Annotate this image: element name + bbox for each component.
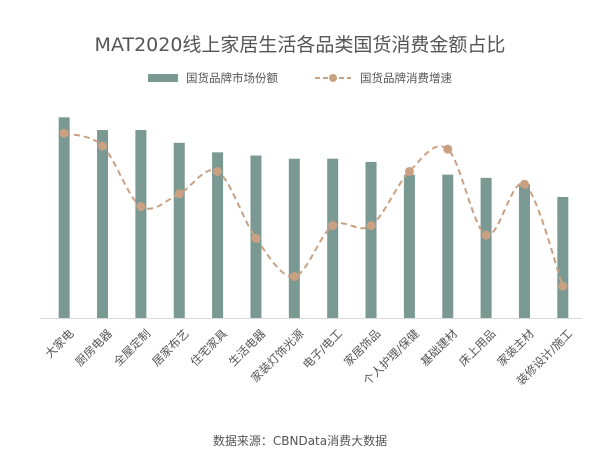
category-label-0: 大家电 [42,326,77,361]
growth-point-5 [251,233,261,243]
bar-9 [403,174,415,318]
category-label-3: 居家布艺 [149,326,191,368]
bar-12 [518,184,530,318]
chart-legend: 国货品牌市场份额 国货品牌消费增速 [0,70,600,86]
growth-point-2 [136,202,146,211]
source-note: 数据来源：CBNData消费大数据 [212,434,388,448]
category-label-4: 住宅家具 [188,326,231,369]
bar-13 [557,196,569,318]
bar-3 [173,142,185,318]
legend-item-line: 国货品牌消费增速 [314,70,452,86]
growth-point-13 [558,281,568,291]
bar-8 [365,161,377,318]
legend-item-bar: 国货品牌市场份额 [148,70,278,86]
category-label-11: 床上用品 [456,326,498,368]
bar-4 [212,152,224,318]
growth-point-7 [328,221,338,231]
bar-7 [327,158,339,318]
growth-point-1 [98,141,108,151]
bar-6 [288,158,300,318]
legend-bar-label: 国货品牌市场份额 [186,71,278,85]
category-label-7: 电子/电工 [300,326,345,371]
growth-point-12 [519,179,529,189]
category-label-10: 基础建材 [418,326,461,369]
legend-line-label: 国货品牌消费增速 [360,71,452,85]
growth-point-0 [59,128,69,138]
growth-point-8 [366,221,376,231]
growth-point-6 [289,272,299,282]
growth-point-11 [481,230,491,240]
bar-10 [442,174,454,318]
bar-2 [135,130,147,318]
chart-title: MAT2020线上家居生活各品类国货消费金额占比 [94,34,506,56]
bar-11 [480,177,492,318]
legend-line-swatch [315,74,351,82]
bar-0 [58,117,70,318]
growth-point-4 [213,166,223,176]
bar-1 [97,130,109,318]
growth-point-10 [443,144,453,154]
growth-point-3 [174,189,184,199]
category-label-1: 厨房电器 [72,326,115,369]
category-label-2: 全屋定制 [111,326,153,368]
legend-bar-swatch [148,74,178,82]
growth-point-9 [404,166,414,176]
